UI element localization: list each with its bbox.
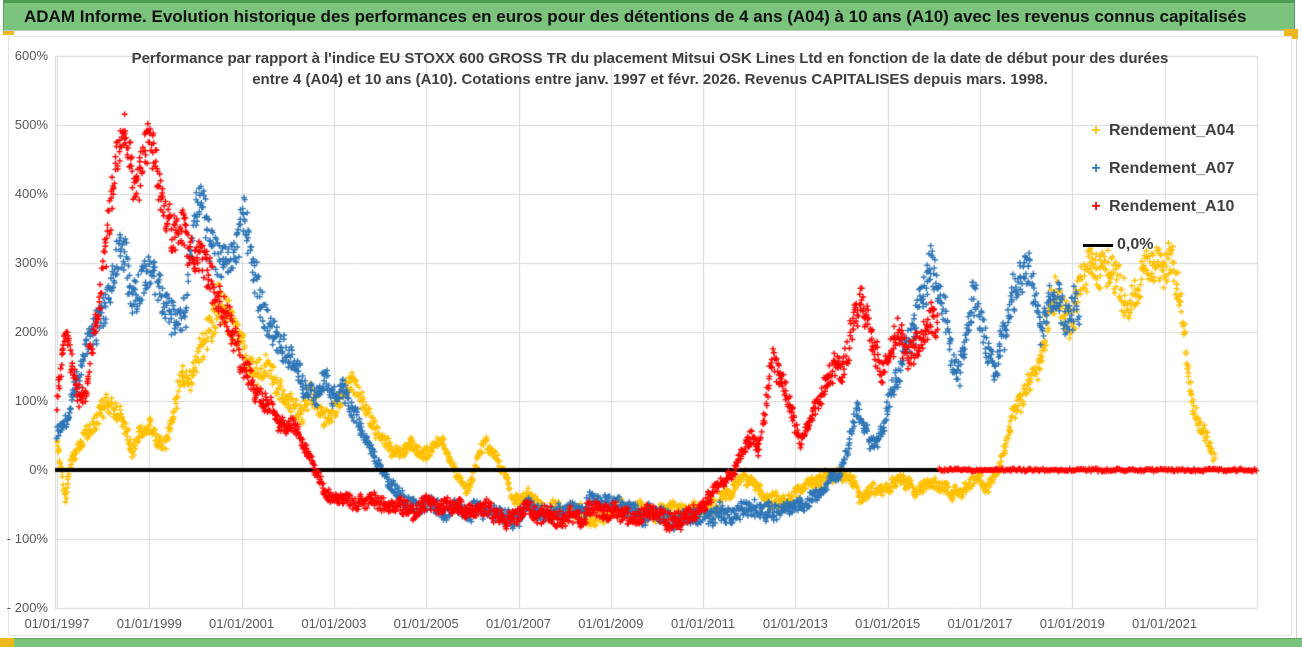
legend-plus-marker: +: [1091, 198, 1101, 215]
legend-label: Rendement_A07: [1109, 160, 1235, 177]
x-tick-label: 01/01/2017: [947, 616, 1013, 631]
x-tick-label: 01/01/2003: [301, 616, 367, 631]
legend-item-0-0-[interactable]: 0,0%: [1083, 226, 1234, 264]
x-tick-label: 01/01/2007: [485, 616, 552, 631]
legend-label: Rendement_A10: [1109, 198, 1235, 215]
legend-label: Rendement_A04: [1109, 122, 1235, 139]
x-tick-label: 01/01/2019: [1039, 616, 1105, 631]
legend-item-rendement-a04[interactable]: + Rendement_A04: [1083, 112, 1234, 150]
x-tick-label: 01/01/2015: [855, 616, 921, 631]
legend-plus-marker: +: [1091, 160, 1101, 177]
legend-item-rendement-a07[interactable]: + Rendement_A07: [1083, 150, 1234, 188]
y-tick-label: - 100%: [6, 531, 48, 546]
x-tick-label: 01/01/2009: [578, 616, 644, 631]
y-tick-label: 0%: [29, 462, 48, 477]
x-tick-label: 01/01/2005: [393, 616, 459, 631]
legend-plus-marker: +: [1091, 122, 1101, 139]
legend-zero-line-swatch: [1083, 243, 1113, 247]
x-tick-label: 01/01/2011: [671, 616, 736, 631]
chart-legend: + Rendement_A04 + Rendement_A07 + Rendement_A…: [1083, 112, 1234, 264]
legend-item-rendement-a10[interactable]: + Rendement_A10: [1083, 188, 1234, 226]
x-tick-label: 01/01/2021: [1132, 616, 1198, 631]
chart-title-line1: Performance par rapport à l'indice EU ST…: [131, 50, 1169, 67]
y-tick-label: 600%: [14, 48, 48, 63]
x-tick-label: 01/01/2013: [762, 616, 828, 631]
y-tick-label: 400%: [14, 186, 48, 201]
x-tick-label: 01/01/1999: [116, 616, 182, 631]
y-tick-label: 100%: [14, 393, 48, 408]
legend-label: 0,0%: [1117, 236, 1154, 253]
y-tick-label: 300%: [14, 255, 48, 270]
y-tick-label: 200%: [14, 324, 48, 339]
y-tick-label: - 200%: [6, 600, 48, 615]
x-tick-label: 01/01/2001: [209, 616, 275, 631]
x-tick-label: 01/01/1997: [24, 616, 90, 631]
y-tick-label: 500%: [14, 117, 48, 132]
chart-title: Performance par rapport à l'indice EU ST…: [120, 48, 1180, 90]
bottom-gold-accent: [0, 638, 14, 647]
chart-title-line2: entre 4 (A04) et 10 ans (A10). Cotations…: [252, 71, 1048, 88]
